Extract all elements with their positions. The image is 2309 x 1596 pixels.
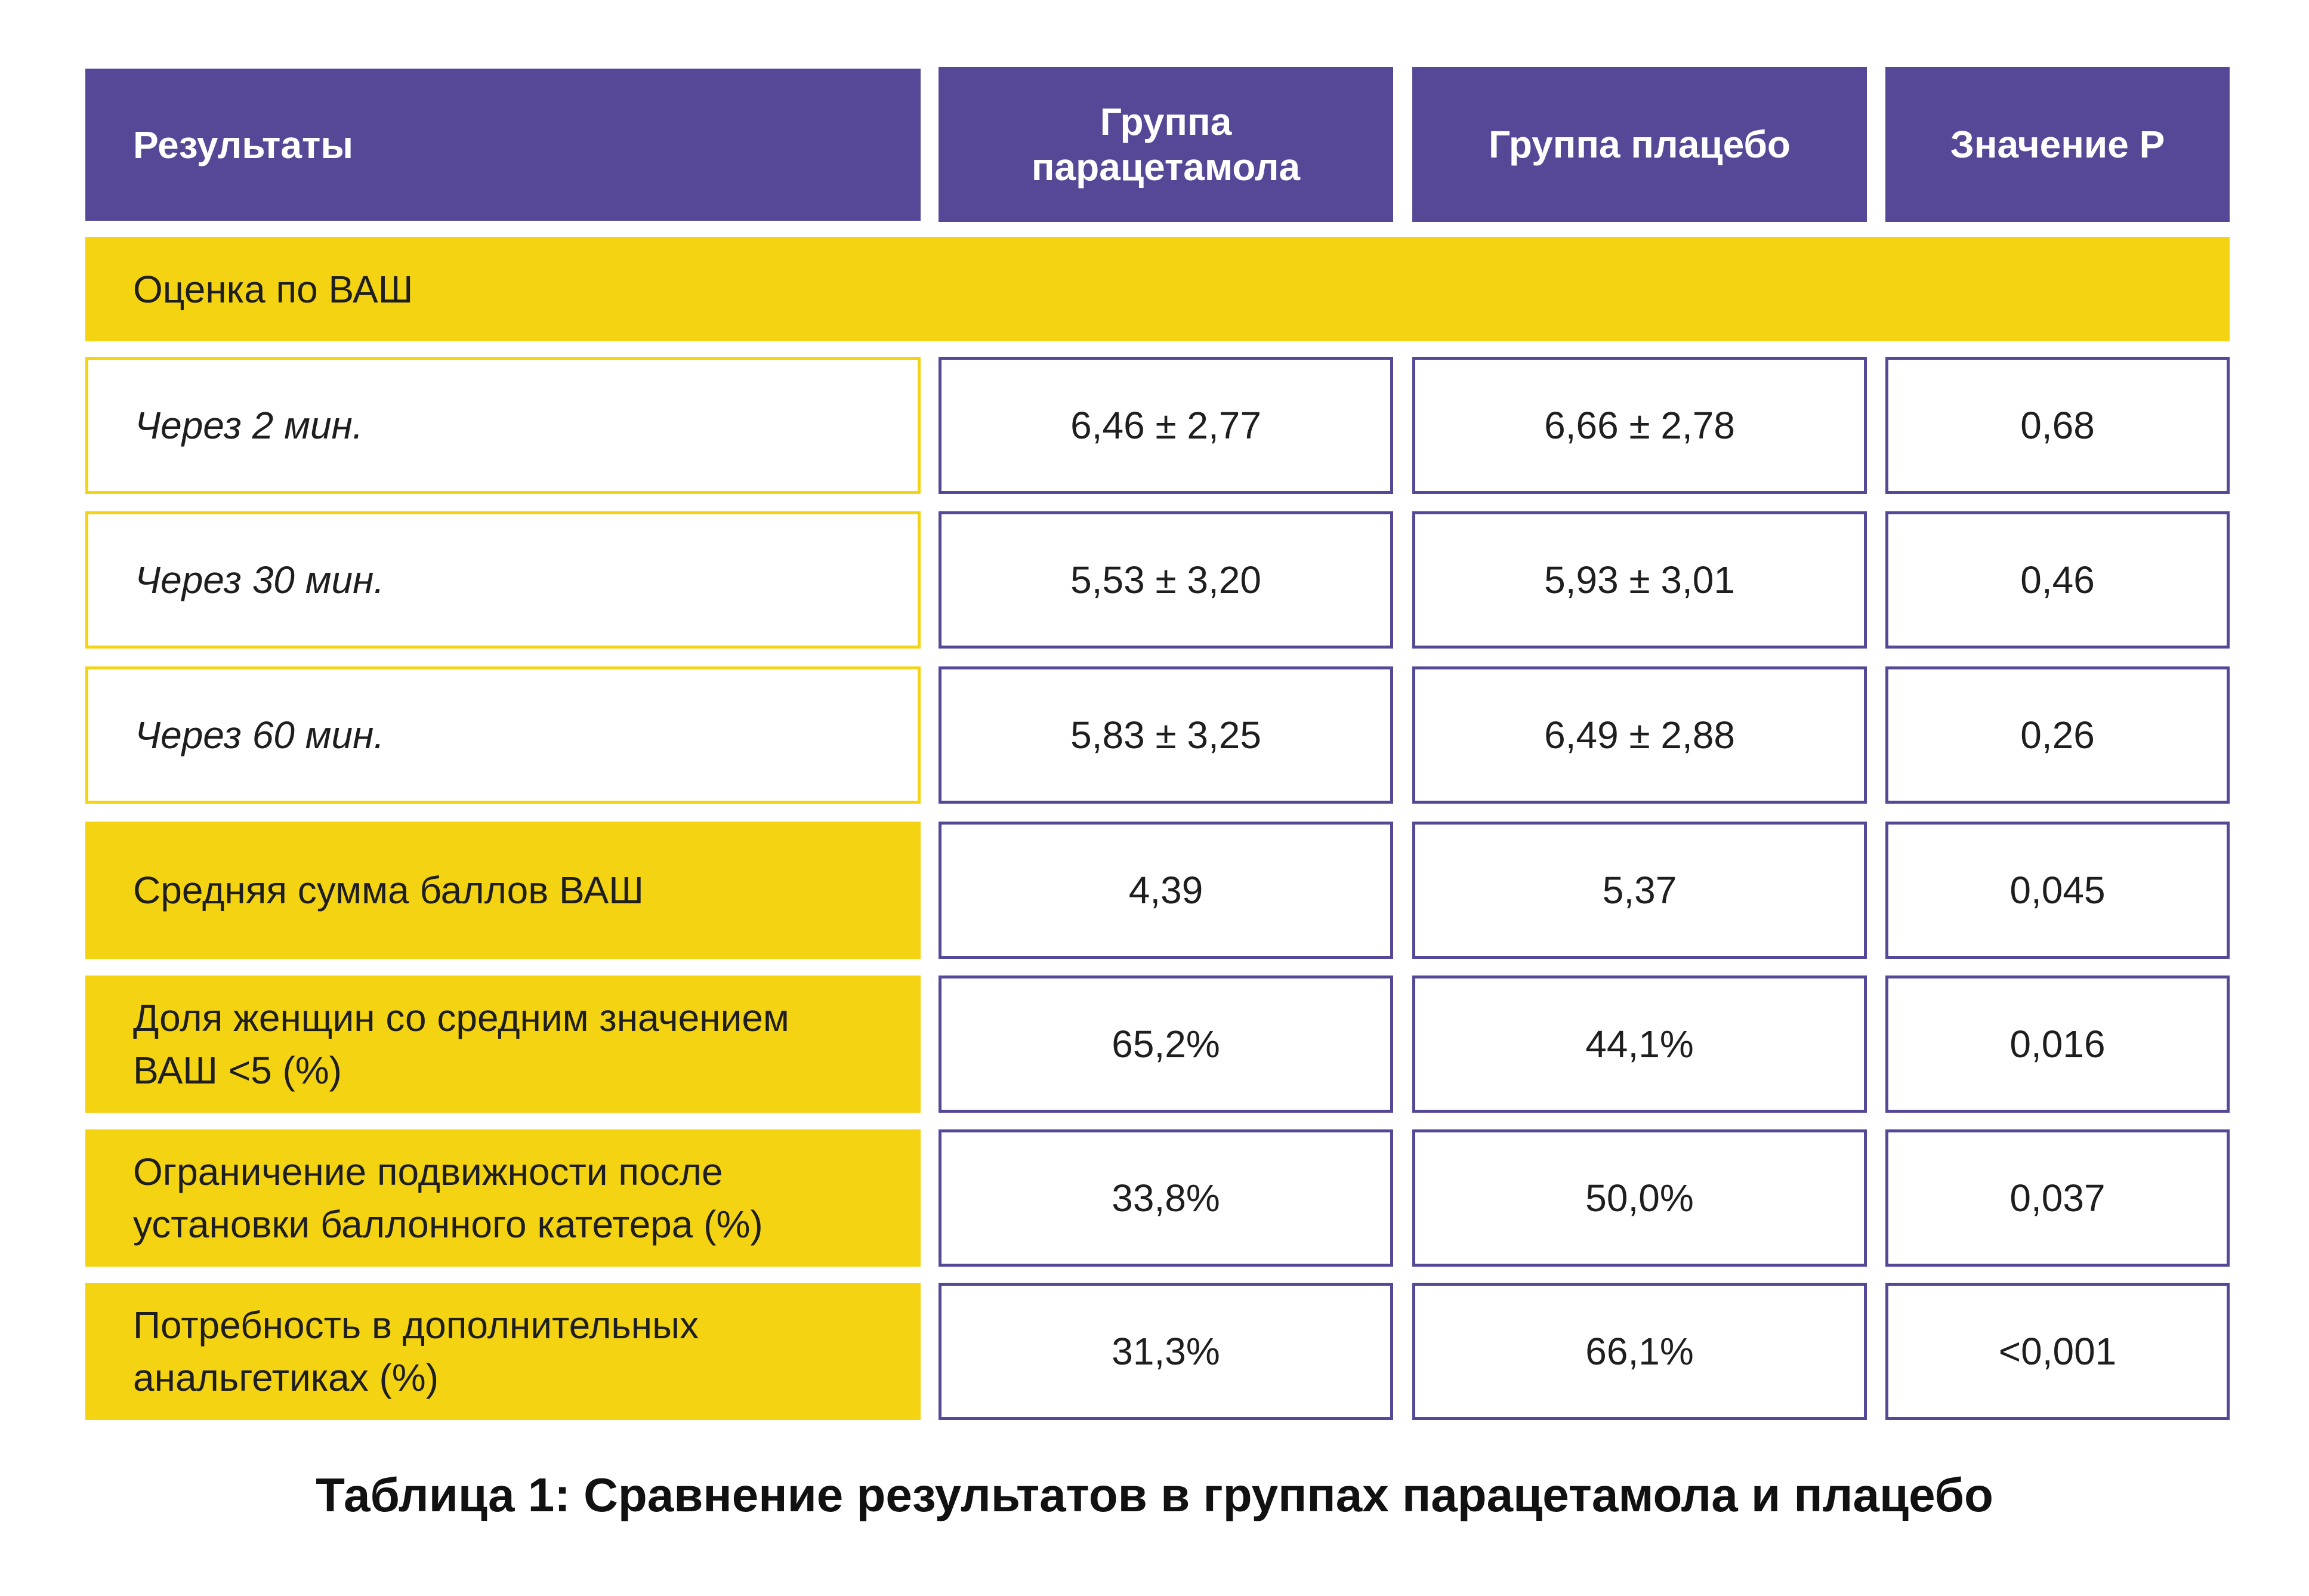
cell-value: 6,46 ± 2,77	[1070, 404, 1261, 447]
cell-p-60min: 0,26	[1885, 666, 2230, 804]
cell-value: 5,83 ± 3,25	[1070, 714, 1261, 757]
cell-value: 50,0%	[1585, 1177, 1694, 1220]
row-label-text: Через 60 мин.	[135, 714, 385, 757]
header-results-label: Результаты	[133, 123, 353, 166]
cell-p-additional-analgesics: <0,001	[1885, 1283, 2230, 1420]
cell-placebo-2min: 6,66 ± 2,78	[1412, 357, 1867, 494]
row-label-line1: Доля женщин со средним значением	[133, 996, 789, 1039]
cell-paracetamol-mean-vas-sum: 4,39	[939, 822, 1393, 959]
cell-value: 66,1%	[1585, 1330, 1694, 1373]
row-label-text: Доля женщин со средним значением ВАШ <5 …	[133, 992, 789, 1097]
cell-paracetamol-mobility-restriction: 33,8%	[939, 1129, 1393, 1267]
cell-p-mobility-restriction: 0,037	[1885, 1129, 2230, 1267]
row-label-additional-analgesics: Потребность в дополнительных анальгетика…	[85, 1283, 921, 1420]
header-p-value: Значение Р	[1885, 67, 2230, 222]
cell-value: 6,49 ± 2,88	[1544, 714, 1735, 757]
row-label-2min: Через 2 мин.	[85, 357, 921, 494]
cell-placebo-mobility-restriction: 50,0%	[1412, 1129, 1867, 1267]
row-label-text: Ограничение подвижности после установки …	[133, 1146, 763, 1251]
header-paracetamol-line2: парацетамола	[1031, 146, 1301, 189]
cell-paracetamol-2min: 6,46 ± 2,77	[939, 357, 1393, 494]
row-label-60min: Через 60 мин.	[85, 666, 921, 804]
row-label-mobility-restriction: Ограничение подвижности после установки …	[85, 1129, 921, 1267]
cell-paracetamol-additional-analgesics: 31,3%	[939, 1283, 1393, 1420]
cell-value: <0,001	[1998, 1330, 2117, 1373]
table-caption: Таблица 1: Сравнение результатов в групп…	[316, 1468, 1993, 1521]
cell-value: 4,39	[1128, 869, 1203, 912]
row-label-text: Средняя сумма баллов ВАШ	[133, 869, 644, 912]
section-vas-score: Оценка по ВАШ	[85, 237, 2230, 341]
cell-value: 5,53 ± 3,20	[1070, 558, 1261, 601]
cell-value: 0,46	[2020, 558, 2095, 601]
cell-value: 0,037	[2009, 1177, 2106, 1220]
cell-placebo-60min: 6,49 ± 2,88	[1412, 666, 1867, 804]
cell-value: 6,66 ± 2,78	[1544, 404, 1735, 447]
cell-value: 0,26	[2020, 714, 2095, 757]
cell-placebo-additional-analgesics: 66,1%	[1412, 1283, 1867, 1420]
cell-value: 5,93 ± 3,01	[1544, 558, 1735, 601]
row-label-text: Через 2 мин.	[135, 404, 363, 447]
header-p-value-label: Значение Р	[1950, 123, 2165, 166]
cell-value: 5,37	[1602, 869, 1677, 912]
header-paracetamol-group: Группа парацетамола	[939, 67, 1393, 222]
cell-value: 65,2%	[1112, 1023, 1220, 1066]
cell-p-mean-vas-sum: 0,045	[1885, 822, 2230, 959]
cell-value: 0,016	[2009, 1023, 2106, 1066]
row-label-line1: Потребность в дополнительных	[133, 1304, 699, 1347]
header-placebo-label: Группа плацебо	[1489, 123, 1791, 166]
row-label-text: Потребность в дополнительных анальгетика…	[133, 1299, 699, 1404]
cell-value: 31,3%	[1112, 1330, 1220, 1373]
cell-placebo-women-vas-below-5: 44,1%	[1412, 975, 1867, 1113]
cell-paracetamol-60min: 5,83 ± 3,25	[939, 666, 1393, 804]
row-label-30min: Через 30 мин.	[85, 511, 921, 649]
cell-paracetamol-30min: 5,53 ± 3,20	[939, 511, 1393, 649]
cell-p-2min: 0,68	[1885, 357, 2230, 494]
cell-placebo-mean-vas-sum: 5,37	[1412, 822, 1867, 959]
row-label-line1: Ограничение подвижности после	[133, 1150, 723, 1193]
row-label-text: Через 30 мин.	[135, 558, 385, 601]
cell-value: 33,8%	[1112, 1177, 1220, 1220]
row-label-mean-vas-sum: Средняя сумма баллов ВАШ	[85, 822, 921, 959]
header-placebo-group: Группа плацебо	[1412, 67, 1867, 222]
row-label-women-vas-below-5: Доля женщин со средним значением ВАШ <5 …	[85, 975, 921, 1113]
row-label-line2: анальгетиках (%)	[133, 1356, 439, 1399]
header-paracetamol-line1: Группа	[1100, 100, 1232, 143]
row-label-line2: установки баллонного катетера (%)	[133, 1203, 763, 1246]
header-paracetamol-label: Группа парацетамола	[1032, 99, 1300, 190]
header-results: Результаты	[85, 69, 921, 221]
cell-value: 0,68	[2020, 404, 2095, 447]
cell-p-30min: 0,46	[1885, 511, 2230, 649]
row-label-line2: ВАШ <5 (%)	[133, 1049, 342, 1092]
cell-placebo-30min: 5,93 ± 3,01	[1412, 511, 1867, 649]
cell-value: 0,045	[2009, 869, 2106, 912]
cell-value: 44,1%	[1585, 1023, 1694, 1066]
cell-paracetamol-women-vas-below-5: 65,2%	[939, 975, 1393, 1113]
cell-p-women-vas-below-5: 0,016	[1885, 975, 2230, 1113]
section-vas-score-label: Оценка по ВАШ	[133, 267, 413, 311]
